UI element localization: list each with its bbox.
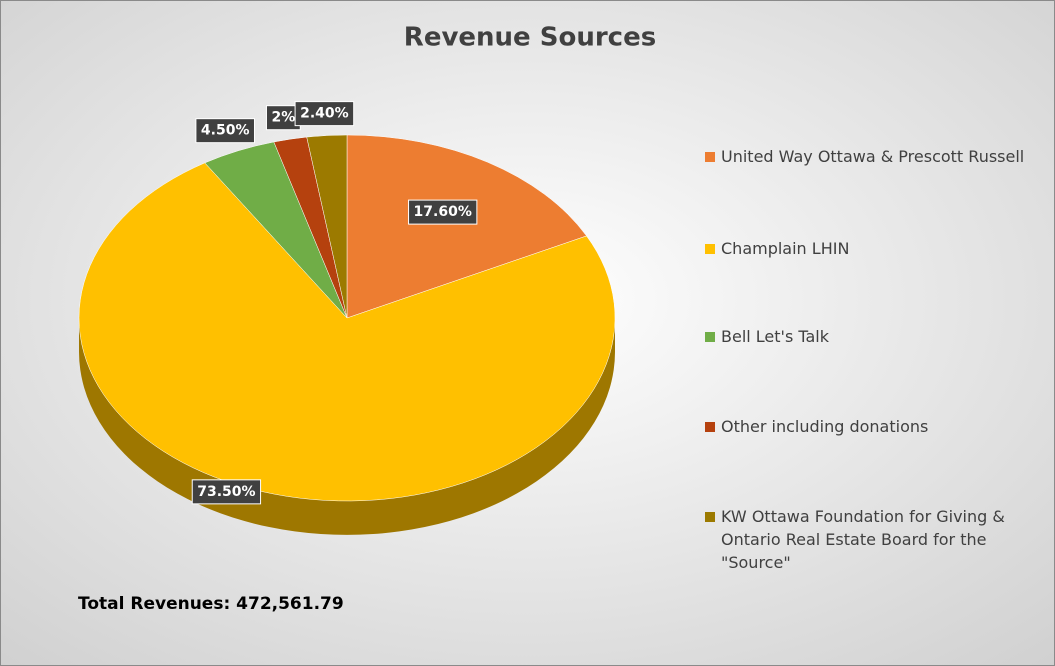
data-label: 2.40% [294,101,355,127]
legend-item: Champlain LHIN [705,237,1025,260]
data-label: 17.60% [408,199,478,225]
legend-swatch [705,332,715,342]
data-label-box [195,118,255,144]
data-label-text: 4.50% [201,123,250,139]
legend-swatch [705,422,715,432]
legend-item: Bell Let's Talk [705,325,1025,348]
legend-label: Bell Let's Talk [721,327,830,346]
legend-label: United Way Ottawa & Prescott Russell [721,147,1025,166]
slice [78,162,616,502]
legend-label: Champlain LHIN [721,239,850,258]
data-label: 4.50% [195,118,255,144]
annotation: Total Revenues: 472,561.79 [78,594,344,614]
data-label-box [408,199,478,225]
data-label-text: 17.60% [414,204,472,220]
slice [346,134,587,319]
data-label-box [191,479,262,505]
legend-swatch [705,244,715,254]
data-label-box [294,101,355,127]
legend-label: KW Ottawa Foundation for Giving & Ontari… [721,507,1005,572]
data-label-text: 2.40% [300,106,349,122]
chart-title: Revenue Sources [404,23,656,53]
legend-item: KW Ottawa Foundation for Giving & Ontari… [705,505,1025,574]
legend-swatch [705,512,715,522]
legend-swatch [705,152,715,162]
legend-item: United Way Ottawa & Prescott Russell [705,145,1025,168]
data-label-text: 73.50% [197,484,255,500]
data-label-text: 2% [271,110,295,126]
slice [306,134,348,319]
legend-label: Other including donations [721,417,929,436]
legend-item: Other including donations [705,415,1025,438]
data-label: 73.50% [191,479,262,505]
